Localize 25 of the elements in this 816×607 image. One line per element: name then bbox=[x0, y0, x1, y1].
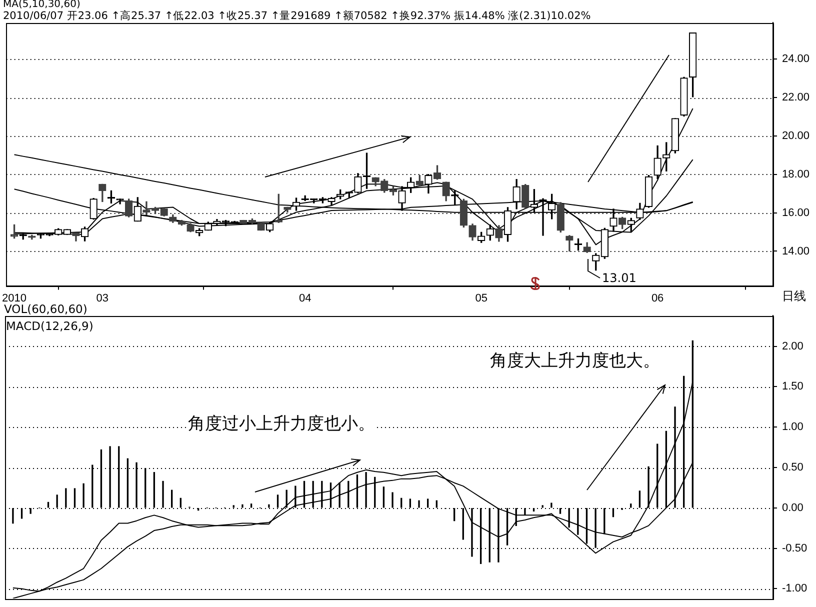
y-tick-label: 16.00 bbox=[782, 206, 810, 219]
annotation: VOL(60,60,60) bbox=[4, 302, 88, 316]
x-tick-label: 05 bbox=[475, 292, 488, 304]
y-tick-label: 0.50 bbox=[782, 462, 804, 474]
text: 日线 bbox=[782, 289, 806, 303]
y-tick-label: 0.00 bbox=[782, 502, 804, 514]
y-tick-label: 14.00 bbox=[782, 245, 810, 258]
x-tick-label: 03 bbox=[96, 292, 109, 304]
annotation: 角度大上升力度也大。 bbox=[490, 351, 660, 371]
y-tick-label: 18.00 bbox=[782, 168, 810, 180]
y-tick-label: 20.00 bbox=[782, 130, 810, 142]
y-tick-label: 2.00 bbox=[782, 340, 804, 352]
y-tick-label: 1.50 bbox=[782, 380, 804, 393]
annotation: 13.01 bbox=[602, 271, 636, 285]
annotation: MACD(12,26,9) bbox=[6, 319, 94, 333]
chart-title: 2010/06/07 开23.06 ↑高25.37 ↑低22.03 ↑收25.37 ↑量291689 ↑额70582 ↑换92.37% 振14.48% 涨(2.31)10.02% bbox=[3, 10, 591, 22]
y-tick-label: 22.00 bbox=[782, 92, 810, 104]
x-tick-label: 2010 bbox=[2, 292, 27, 304]
annotation: 角度过小上升力度也小。 bbox=[188, 414, 375, 434]
y-tick-label: 24.00 bbox=[782, 53, 810, 66]
y-tick-label: 1.00 bbox=[782, 421, 804, 434]
x-tick-label: 06 bbox=[651, 292, 664, 304]
y-tick-label: -1.00 bbox=[782, 582, 808, 595]
y-tick-label: -0.50 bbox=[782, 542, 808, 554]
x-tick-label: 04 bbox=[298, 292, 312, 304]
